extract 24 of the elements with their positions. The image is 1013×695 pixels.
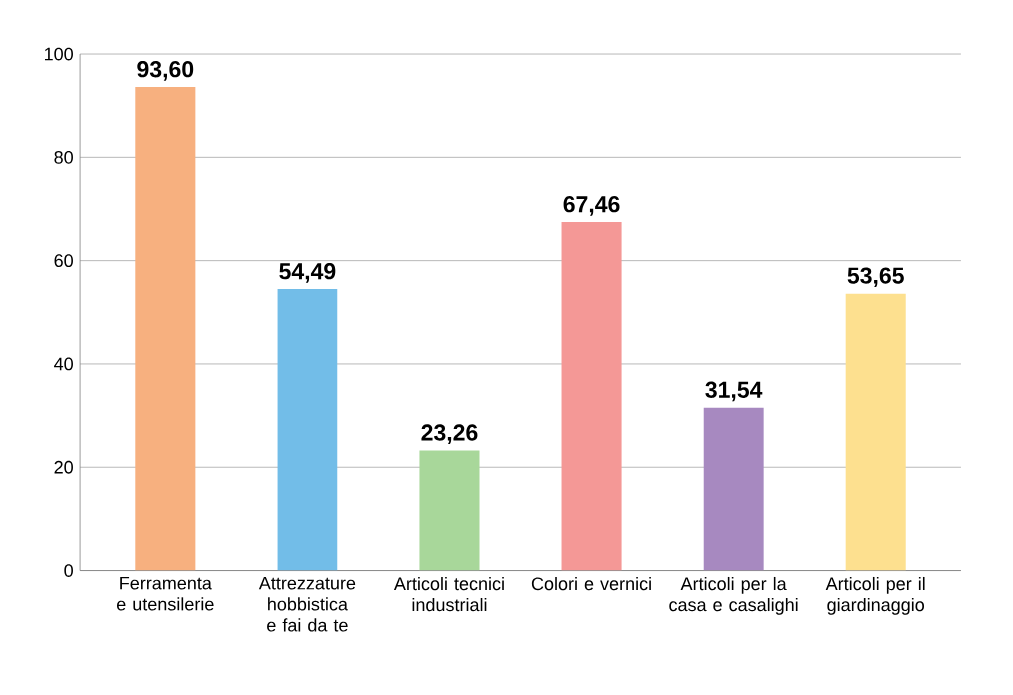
x-tick-label: Articoli per la casa e casalighi xyxy=(669,577,798,615)
bar xyxy=(135,87,196,571)
x-tick-label: Articoli per il giardinaggio xyxy=(825,577,925,615)
x-tick-label: Articoli tecnici industriali xyxy=(393,577,504,612)
data-label: 67,46 xyxy=(563,196,620,216)
y-tick-label: 60 xyxy=(54,254,73,268)
data-label: 54,49 xyxy=(279,263,336,283)
y-tick-label: 80 xyxy=(54,151,73,164)
bar xyxy=(419,450,480,571)
bar xyxy=(561,222,622,571)
x-tick-label: Ferramenta e utensilerie xyxy=(117,577,214,611)
bar xyxy=(277,289,338,571)
x-tick-label: Colori e vernici xyxy=(531,577,651,591)
bar xyxy=(703,407,764,571)
data-label: 93,60 xyxy=(137,61,194,81)
y-tick-label: 20 xyxy=(54,461,73,474)
y-tick-label: 100 xyxy=(45,47,73,61)
y-tick-label: 40 xyxy=(54,357,73,371)
data-label: 23,26 xyxy=(421,424,478,445)
data-label: 31,54 xyxy=(705,381,763,402)
x-tick-label: Attrezzature hobbistica e fai da te xyxy=(258,577,356,632)
bar xyxy=(845,293,906,571)
data-label: 53,65 xyxy=(847,267,904,288)
y-tick-label: 0 xyxy=(64,564,73,578)
